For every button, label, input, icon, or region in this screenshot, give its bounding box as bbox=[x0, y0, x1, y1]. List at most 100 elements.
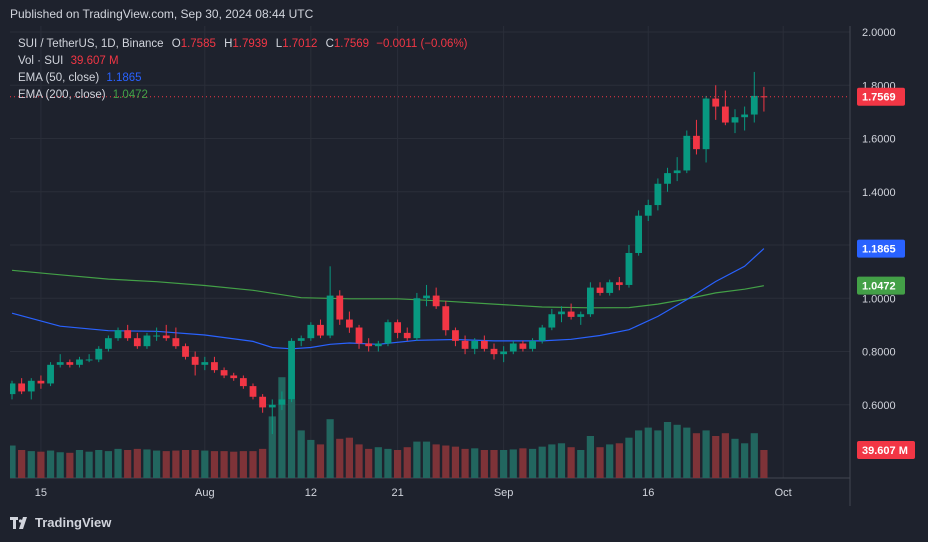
volume-bar bbox=[625, 437, 633, 478]
tradingview-logo-icon bbox=[10, 516, 27, 529]
candle-body bbox=[37, 380, 45, 384]
price-chart[interactable]: 2.00001.80001.60001.40001.20001.00000.80… bbox=[10, 26, 918, 506]
volume-bar bbox=[538, 446, 546, 478]
volume-bar bbox=[721, 433, 729, 478]
ema200-row[interactable]: EMA (200, close) 1.0472 bbox=[18, 87, 468, 104]
candle-body bbox=[288, 340, 295, 400]
candle-body bbox=[220, 370, 228, 376]
volume-bar bbox=[490, 450, 498, 478]
volume-bar bbox=[75, 450, 84, 478]
volume-bar bbox=[162, 451, 170, 478]
candle-body bbox=[162, 335, 170, 339]
x-tick-label: Oct bbox=[775, 487, 792, 499]
volume-bar bbox=[336, 438, 344, 478]
candle-body bbox=[567, 311, 575, 317]
candle-body bbox=[278, 399, 286, 405]
tradingview-footer[interactable]: TradingView bbox=[10, 515, 111, 530]
chart-area[interactable]: 2.00001.80001.60001.40001.20001.00000.80… bbox=[10, 26, 918, 506]
candle-body bbox=[105, 338, 112, 349]
candle-body bbox=[741, 114, 749, 118]
volume-bar bbox=[403, 447, 411, 478]
candle-body bbox=[606, 282, 614, 293]
volume-bar bbox=[741, 443, 749, 478]
candle-body bbox=[731, 117, 739, 123]
volume-bar bbox=[442, 445, 450, 478]
volume-bar bbox=[10, 445, 16, 478]
candle-body bbox=[721, 106, 729, 123]
volume-bar bbox=[422, 441, 431, 478]
candle-body bbox=[654, 183, 662, 206]
ohlc-row[interactable]: SUI / TetherUS, 1D, Binance O1.7585 H1.7… bbox=[18, 36, 468, 53]
high-value: 1.7939 bbox=[232, 38, 268, 50]
volume-bar bbox=[461, 448, 469, 478]
y-tick-label: 1.0000 bbox=[862, 293, 896, 305]
volume-bar bbox=[731, 438, 739, 478]
candle-body bbox=[664, 173, 671, 184]
volume-row[interactable]: Vol · SUI 39.607 M bbox=[18, 53, 468, 70]
volume-bar bbox=[663, 422, 672, 478]
volume-bar bbox=[46, 450, 55, 478]
y-tick-label: 0.8000 bbox=[862, 347, 896, 359]
volume-bar bbox=[210, 451, 219, 478]
candle-body bbox=[432, 295, 440, 307]
volume-axis-label: 39.607 M bbox=[862, 445, 908, 457]
volume-bar bbox=[143, 449, 151, 478]
candle-body bbox=[509, 343, 517, 352]
candle-body bbox=[153, 335, 160, 337]
candle-body bbox=[490, 348, 498, 355]
candle-body bbox=[47, 364, 54, 384]
candle-body bbox=[85, 359, 93, 361]
volume-bar bbox=[104, 451, 112, 478]
symbol-label[interactable]: SUI / TetherUS, 1D, Binance bbox=[18, 38, 164, 50]
candle-body bbox=[452, 330, 459, 341]
candle-body bbox=[596, 287, 604, 293]
ema200-label: EMA (200, close) bbox=[18, 89, 106, 101]
candle-body bbox=[558, 311, 565, 315]
candle-body bbox=[317, 324, 324, 336]
volume-bar bbox=[760, 450, 768, 478]
volume-bar bbox=[548, 444, 556, 478]
volume-bar bbox=[509, 449, 517, 478]
y-tick-label: 2.0000 bbox=[862, 27, 896, 39]
candle-body bbox=[259, 396, 267, 408]
ema50-axis-label-bg bbox=[857, 239, 905, 258]
candle-body bbox=[143, 335, 151, 347]
volume-bar bbox=[644, 427, 652, 478]
volume-bar bbox=[307, 439, 315, 478]
candle-body bbox=[201, 362, 209, 365]
candle-body bbox=[480, 340, 488, 349]
candle-body bbox=[230, 375, 238, 379]
volume-bar bbox=[268, 416, 276, 478]
candle-body bbox=[529, 340, 536, 349]
volume-bar bbox=[519, 448, 527, 478]
ema50-line bbox=[11, 248, 765, 350]
candle-body bbox=[461, 340, 469, 349]
volume-bar bbox=[596, 447, 604, 478]
volume-bar bbox=[374, 447, 382, 478]
x-tick-label: Sep bbox=[494, 487, 514, 499]
volume-bar bbox=[316, 444, 325, 478]
candle-body bbox=[519, 343, 527, 349]
volume-bar bbox=[577, 450, 585, 478]
x-tick-label: 15 bbox=[35, 487, 47, 499]
volume-bar bbox=[750, 433, 758, 478]
ema50-row[interactable]: EMA (50, close) 1.1865 bbox=[18, 70, 468, 87]
candle-body bbox=[644, 205, 652, 216]
volume-bar bbox=[37, 451, 45, 478]
candle-body bbox=[625, 252, 633, 285]
candle-body bbox=[384, 322, 392, 344]
candle-body bbox=[538, 327, 546, 341]
close-value: 1.7569 bbox=[333, 38, 370, 50]
volume-bar bbox=[95, 450, 103, 478]
low-value: 1.7012 bbox=[282, 38, 318, 50]
volume-bar bbox=[191, 450, 199, 478]
volume-bar bbox=[181, 450, 190, 478]
volume-bar bbox=[56, 452, 64, 478]
volume-bar bbox=[278, 377, 286, 478]
volume-bar bbox=[586, 436, 594, 478]
candle-body bbox=[268, 404, 276, 408]
high-key: H bbox=[224, 38, 233, 50]
y-tick-label: 1.6000 bbox=[862, 134, 896, 146]
volume-bar bbox=[692, 433, 701, 478]
candle-body bbox=[124, 330, 132, 339]
